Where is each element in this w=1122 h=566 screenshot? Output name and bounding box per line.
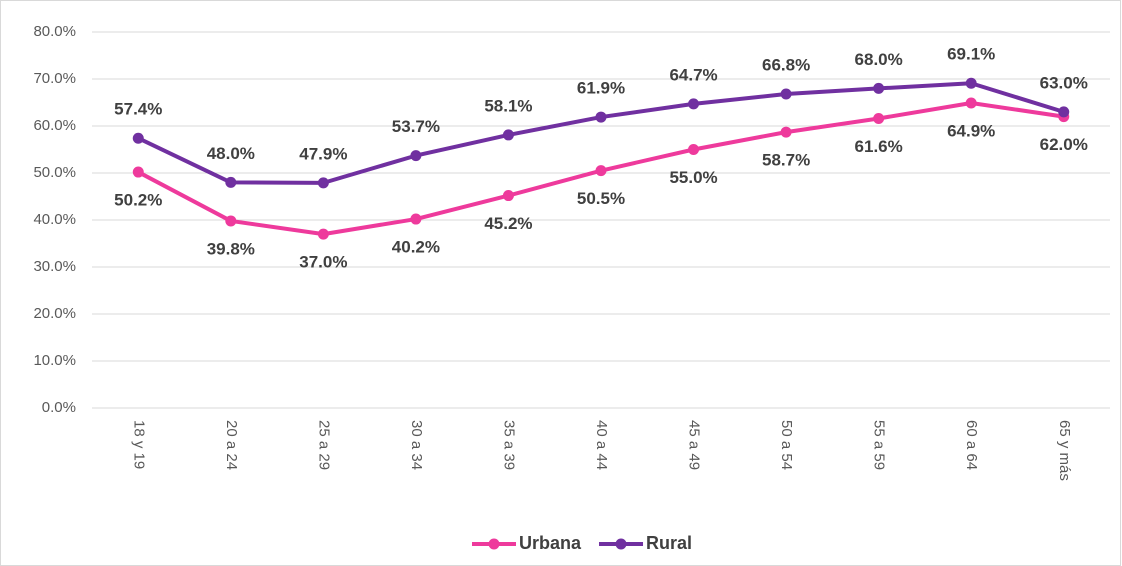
y-tick-label: 50.0% [33, 164, 76, 181]
point [132, 132, 144, 144]
point [873, 82, 885, 94]
data-label: 53.7% [392, 117, 440, 136]
data-label: 45.2% [484, 214, 532, 233]
point [688, 98, 700, 110]
y-tick-label: 20.0% [33, 305, 76, 322]
legend-label: Urbana [519, 533, 582, 553]
data-label: 47.9% [299, 144, 347, 163]
x-tick-label: 18 y 19 [130, 420, 147, 469]
point [317, 177, 329, 189]
x-tick-label: 45 a 49 [686, 420, 703, 470]
data-label: 55.0% [669, 168, 717, 187]
point [502, 190, 514, 202]
point [1058, 106, 1070, 118]
point [410, 150, 422, 162]
x-tick-label: 50 a 54 [778, 420, 795, 470]
data-label: 66.8% [762, 56, 810, 75]
data-label: 48.0% [207, 144, 255, 163]
data-label: 39.8% [207, 239, 255, 258]
y-tick-label: 30.0% [33, 258, 76, 275]
legend-label: Rural [646, 533, 692, 553]
x-tick-label: 35 a 39 [500, 420, 517, 470]
data-label: 61.6% [855, 137, 903, 156]
point [965, 97, 977, 109]
data-label: 58.1% [484, 96, 532, 115]
point [780, 88, 792, 100]
y-tick-label: 80.0% [33, 23, 76, 40]
point [595, 111, 607, 123]
data-label: 64.7% [669, 65, 717, 84]
point [595, 165, 607, 177]
data-label: 40.2% [392, 238, 440, 257]
y-tick-label: 70.0% [33, 70, 76, 87]
data-label: 64.9% [947, 121, 995, 140]
point [873, 112, 885, 124]
y-tick-label: 60.0% [33, 117, 76, 134]
x-tick-label: 40 a 44 [593, 420, 610, 470]
point [132, 166, 144, 178]
point [965, 77, 977, 89]
data-label: 50.5% [577, 189, 625, 208]
point [317, 228, 329, 240]
point [410, 213, 422, 225]
y-tick-label: 10.0% [33, 352, 76, 369]
x-tick-label: 55 a 59 [871, 420, 888, 470]
data-label: 57.4% [114, 100, 162, 119]
data-label: 50.2% [114, 191, 162, 210]
point [688, 144, 700, 155]
data-label: 58.7% [762, 151, 810, 170]
legend-marker [615, 538, 627, 550]
point [225, 215, 237, 227]
data-label: 37.0% [299, 253, 347, 272]
x-tick-label: 25 a 29 [315, 420, 332, 470]
x-tick-label: 65 y más [1056, 420, 1073, 481]
legend-marker [488, 538, 500, 550]
data-label: 61.9% [577, 79, 625, 98]
point [225, 176, 237, 188]
point [780, 126, 792, 138]
data-label: 63.0% [1040, 73, 1088, 92]
x-tick-label: 30 a 34 [408, 420, 425, 470]
x-tick-label: 60 a 64 [963, 420, 980, 470]
y-tick-label: 0.0% [42, 399, 76, 416]
data-label: 62.0% [1040, 135, 1088, 154]
point [502, 129, 514, 141]
x-tick-label: 20 a 24 [223, 420, 240, 470]
y-tick-label: 40.0% [33, 211, 76, 228]
data-label: 69.1% [947, 45, 995, 64]
data-label: 68.0% [855, 50, 903, 69]
